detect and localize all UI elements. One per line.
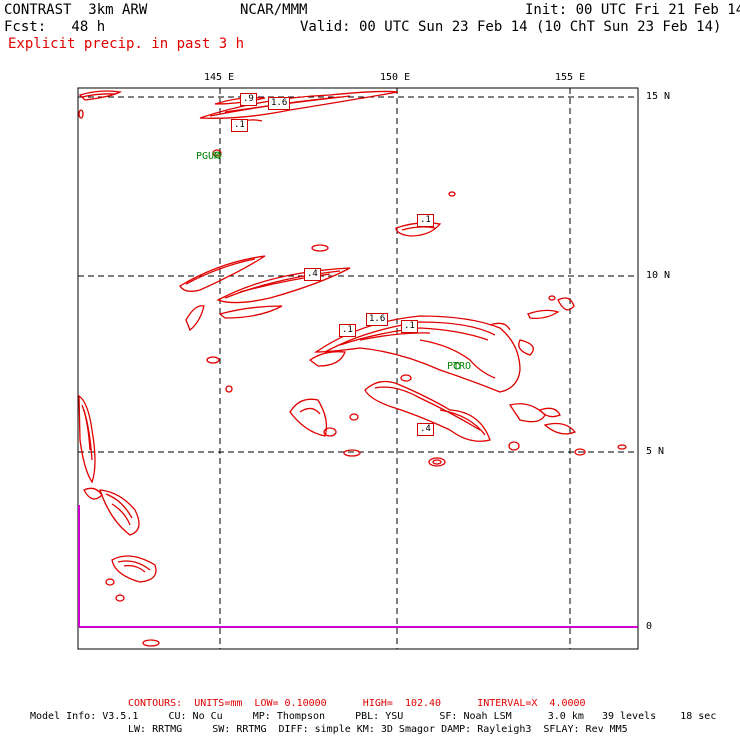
model-info-line-1: Model Info: V3.5.1 CU: No Cu MP: Thompso… (30, 711, 717, 722)
contour-label: .1 (231, 119, 248, 132)
contour-label: 1.6 (366, 313, 389, 326)
lon-label-155: 155 E (555, 72, 586, 83)
precip-contours (78, 90, 627, 647)
lon-label-145: 145 E (204, 72, 235, 83)
contour-label: .1 (417, 214, 434, 227)
contour-info: CONTOURS: UNITS=mm LOW= 0.10000 HIGH= 10… (128, 698, 586, 709)
lon-label-150: 150 E (380, 72, 411, 83)
lat-label-10n: 10 N (646, 270, 671, 281)
lat-label-0: 0 (646, 621, 653, 632)
station-markers (214, 151, 461, 370)
contour-label: .1 (339, 324, 356, 337)
model-info-line-2: LW: RRTMG SW: RRTMG DIFF: simple KM: 3D … (128, 724, 628, 735)
contour-label: 1.6 (268, 97, 291, 110)
init-time: Init: 00 UTC Fri 21 Feb 14 (525, 2, 740, 18)
contour-label: .9 (240, 93, 257, 106)
station-marker-ptro (453, 362, 461, 370)
forecast-hour: Fcst: 48 h (4, 19, 106, 35)
graticule (78, 88, 638, 649)
lat-label-15n: 15 N (646, 91, 671, 102)
station-marker-pgum (214, 151, 222, 159)
contour-label: .4 (304, 268, 321, 281)
contour-label: .4 (417, 423, 434, 436)
center-label: NCAR/MMM (240, 2, 308, 18)
contour-label: .1 (401, 320, 418, 333)
model-title: CONTRAST 3km ARW (4, 2, 148, 18)
field-title: Explicit precip. in past 3 h (8, 36, 245, 52)
map-frame (77, 87, 639, 650)
valid-time: Valid: 00 UTC Sun 23 Feb 14 (10 ChT Sun … (300, 19, 722, 35)
station-label-pgum: PGUM (196, 151, 221, 162)
equator-line (78, 505, 638, 628)
lat-label-5n: 5 N (646, 446, 665, 457)
station-label-ptro: PTRO (447, 361, 472, 372)
